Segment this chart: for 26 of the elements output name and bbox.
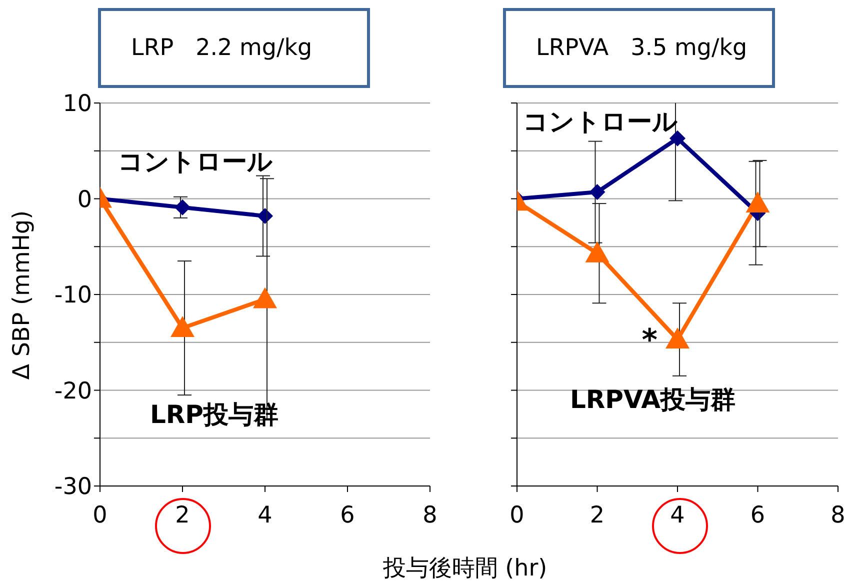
y-tick-label: 0 — [77, 186, 92, 213]
x-tick-label: 6 — [340, 502, 355, 528]
y-tick-label: 10 — [62, 91, 92, 118]
x-tick-label: 4 — [670, 502, 685, 528]
x-tick-label: 6 — [750, 502, 766, 528]
chart-title: LRP 2.2 mg/kg — [98, 8, 370, 88]
point — [585, 241, 610, 262]
x-tick-label: 4 — [258, 502, 272, 528]
x-axis-title: 投与後時間 (hr) — [382, 554, 548, 584]
chart-title: LRPVA 3.5 mg/kg — [503, 8, 775, 88]
x-tick-label: 8 — [830, 502, 846, 528]
annotation: * — [642, 323, 658, 358]
point — [670, 130, 686, 146]
point — [746, 192, 770, 213]
series-label: コントロール — [118, 146, 273, 178]
y-tick-label: -10 — [54, 282, 92, 309]
x-tick-label: 2 — [590, 502, 605, 528]
y-tick-label: -20 — [54, 378, 92, 404]
point — [666, 328, 690, 349]
x-tick-label: 2 — [175, 502, 190, 528]
x-tick-label: 0 — [510, 502, 524, 528]
text: LRPVA投与群 — [570, 384, 736, 416]
y-axis-title: Δ SBP (mmHg) — [9, 210, 35, 380]
x-tick-label: 8 — [422, 502, 438, 528]
point — [589, 184, 606, 200]
y-tick-label: -30 — [54, 474, 92, 500]
